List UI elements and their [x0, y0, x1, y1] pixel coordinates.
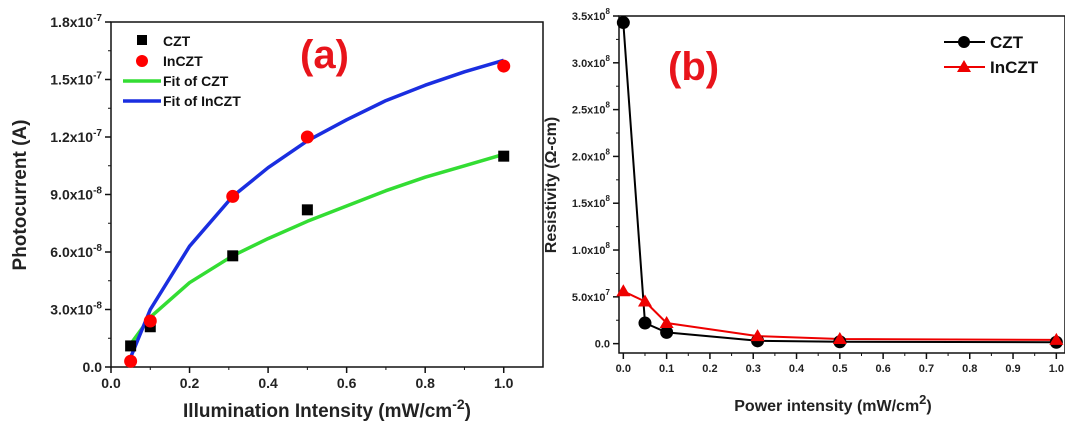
legend-marker-inczt-a: [136, 55, 148, 67]
legend-label-fit-inczt: Fit of InCZT: [163, 93, 241, 109]
data-point: [125, 340, 137, 352]
points-b: [616, 16, 1064, 349]
y-tick-label: 1.2x10-7: [50, 128, 102, 145]
ticks-a: [105, 21, 505, 373]
y-tick-label: 1.5x10-7: [50, 71, 102, 88]
data-point: [497, 59, 511, 73]
x-tick-label: 0.9: [1005, 363, 1020, 375]
panel-label-a: (a): [300, 33, 349, 77]
x-tick-label: 0.1: [659, 363, 674, 375]
x-tick-label: 0.7: [919, 363, 934, 375]
y-tick-label: 2.5x108: [572, 101, 611, 117]
y-tick-label: 5.0x107: [572, 288, 611, 304]
y-tick-label: 3.5x108: [572, 7, 611, 23]
ticks-b: [613, 15, 1058, 359]
legend-label-inczt-a: InCZT: [163, 53, 203, 69]
y-tick-label: 1.5x108: [572, 194, 611, 210]
data-point: [616, 284, 631, 297]
panel-b: 0.0 0.1 0.2 0.3 0.4 0.5 0.6 0.7 0.8 0.9 1.0 0.0 5.0…: [543, 7, 1065, 415]
panel-label-b: (b): [668, 45, 719, 89]
y-tick-label: 1.0x108: [572, 241, 611, 257]
y-tick-labels-b: 0.0 5.0x107 1.0x108 1.5x108 2.0x108 2.5x108 3.…: [572, 7, 611, 351]
x-tick-label: 0.0: [101, 375, 121, 391]
legend-marker-czt-a: [137, 35, 147, 45]
data-point: [660, 325, 674, 339]
x-tick-label: 0.3: [746, 363, 761, 375]
series-line-1: [622, 290, 1057, 341]
x-tick-label: 1.0: [1049, 363, 1064, 375]
data-point: [1049, 332, 1064, 345]
y-tick-label: 9.0x10-8: [50, 186, 102, 203]
data-point: [659, 316, 674, 329]
data-point: [637, 294, 652, 307]
x-tick-label: 0.8: [962, 363, 977, 375]
legend-marker-inczt-b: [957, 60, 971, 72]
data-point: [638, 316, 652, 330]
y-tick-labels-a: 0.0 3.0x10-8 6.0x10-8 9.0x10-8 1.2x10-7 1.5x1…: [50, 13, 102, 375]
x-tick-label: 0.8: [415, 375, 435, 391]
y-tick-label: 1.8x10-7: [50, 13, 102, 30]
data-point: [616, 16, 630, 30]
data-point: [300, 130, 314, 144]
x-tick-label: 1.0: [494, 375, 514, 391]
legend-label-inczt-b: InCZT: [990, 58, 1039, 77]
legend-a: CZT InCZT Fit of CZT Fit of InCZT: [123, 33, 241, 109]
legend-label-czt-b: CZT: [990, 33, 1024, 52]
series-lines-b: [622, 22, 1057, 344]
x-tick-label: 0.4: [258, 375, 278, 391]
panel-a: 0.0 0.2 0.4 0.6 0.8 1.0 0.0 3.0x10-8 6.0x10-8 9.…: [10, 13, 544, 422]
x-axis-label-b: Power intensity (mW/cm2): [734, 392, 931, 415]
x-tick-labels-b: 0.0 0.1 0.2 0.3 0.4 0.5 0.6 0.7 0.8 0.9 1.0: [616, 363, 1064, 375]
x-tick-label: 0.4: [789, 363, 805, 375]
x-tick-label: 0.6: [875, 363, 890, 375]
series-line-2: [129, 152, 505, 346]
x-tick-label: 0.0: [616, 363, 631, 375]
x-tick-label: 0.2: [702, 363, 717, 375]
x-tick-label: 0.6: [337, 375, 357, 391]
data-point: [301, 204, 313, 216]
plot-frame-b: [618, 15, 1065, 354]
y-tick-label: 0.0: [595, 339, 610, 351]
data-point: [226, 189, 240, 203]
legend-label-czt-a: CZT: [163, 33, 191, 49]
legend-b: CZT InCZT: [944, 33, 1039, 77]
data-point: [143, 314, 157, 328]
y-tick-label: 2.0x108: [572, 147, 611, 163]
y-tick-label: 6.0x10-8: [50, 243, 102, 260]
legend-label-fit-czt: Fit of CZT: [163, 73, 229, 89]
x-tick-label: 0.5: [832, 363, 847, 375]
series-line-0: [622, 22, 1057, 344]
data-point: [124, 354, 138, 368]
y-tick-label: 0.0: [83, 359, 103, 375]
data-point: [832, 331, 847, 344]
data-point: [498, 150, 510, 162]
x-tick-label: 0.2: [180, 375, 200, 391]
y-tick-label: 3.0x10-8: [50, 301, 102, 318]
data-point: [227, 250, 239, 262]
y-tick-label: 3.0x108: [572, 54, 611, 70]
y-axis-label-a: Photocurrent (A): [10, 120, 31, 271]
y-axis-label-b: Resistivity (Ω-cm): [543, 117, 560, 253]
x-axis-label-a: Illumination Intensity (mW/cm-2): [183, 396, 471, 422]
points-a: [124, 59, 511, 368]
x-tick-labels-a: 0.0 0.2 0.4 0.6 0.8 1.0: [101, 375, 513, 391]
legend-marker-czt-b: [958, 36, 970, 48]
data-point: [750, 329, 765, 342]
